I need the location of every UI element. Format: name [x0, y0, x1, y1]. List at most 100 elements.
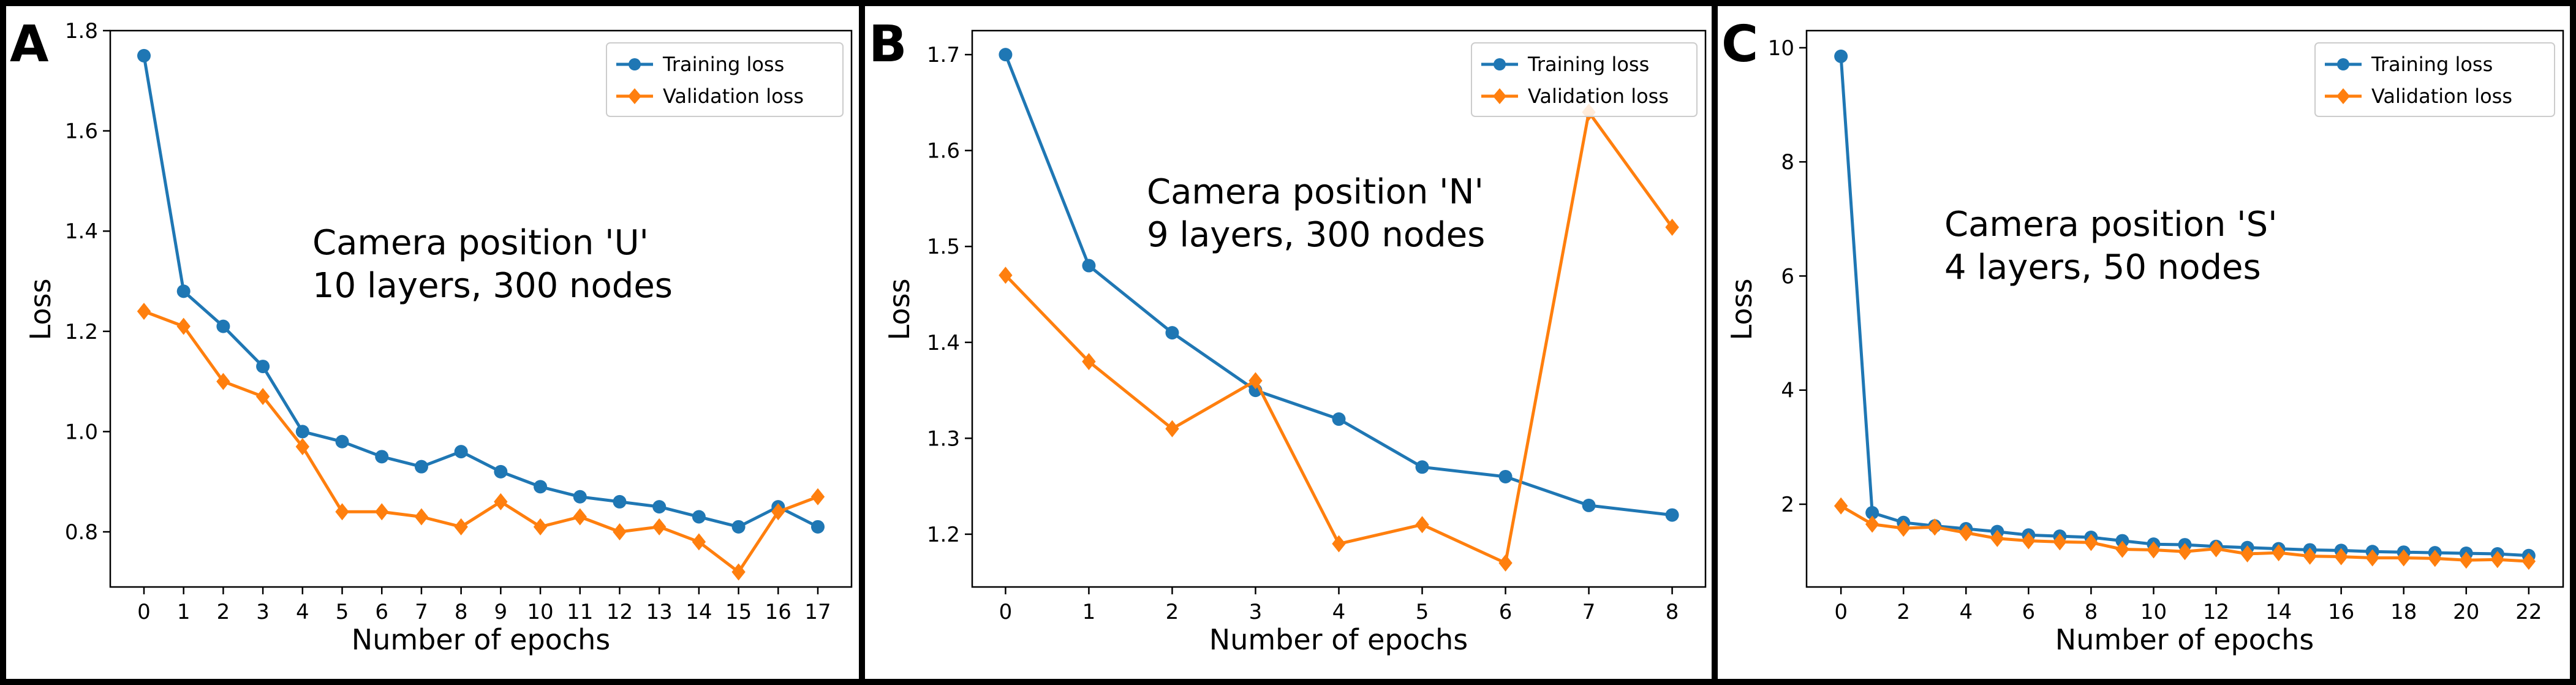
- x-tick-label: 9: [494, 600, 508, 624]
- validation-loss-point: [2272, 544, 2286, 562]
- training-loss-point: [1865, 505, 1879, 520]
- annotation-line: Camera position 'N': [1147, 172, 1484, 212]
- legend-entry: Validation loss: [1528, 85, 1669, 108]
- x-tick-label: 18: [2390, 600, 2417, 624]
- training-loss-point: [375, 450, 389, 464]
- training-loss-point: [652, 500, 667, 514]
- validation-loss-point: [1897, 520, 1911, 537]
- x-tick-label: 6: [1499, 600, 1513, 624]
- y-tick-label: 1.7: [927, 43, 960, 67]
- training-loss-point: [1165, 326, 1179, 340]
- validation-loss-point: [731, 563, 746, 581]
- y-axis-label: Loss: [883, 279, 916, 341]
- training-loss-point: [613, 494, 627, 509]
- x-tick-label: 3: [256, 600, 270, 624]
- x-tick-label: 22: [2515, 600, 2542, 624]
- validation-loss-point: [810, 488, 825, 505]
- legend-box: [2314, 42, 2555, 117]
- x-tick-label: 5: [1416, 600, 1429, 624]
- legend-swatch-marker: [1494, 58, 1506, 70]
- validation-loss-point: [2459, 551, 2473, 569]
- training-loss-point: [692, 510, 706, 524]
- x-tick-label: 0: [137, 600, 151, 624]
- validation-loss-point: [1248, 372, 1263, 390]
- validation-loss-point: [2084, 534, 2098, 551]
- x-tick-label: 0: [999, 600, 1013, 624]
- training-loss-point: [454, 445, 468, 459]
- x-axis-label: Number of epochs: [1209, 623, 1468, 656]
- series-line-validation: [143, 309, 818, 573]
- training-loss-point: [1498, 469, 1513, 483]
- x-tick-label: 3: [1249, 600, 1263, 624]
- validation-loss-point: [2053, 533, 2067, 551]
- y-axis-label: Loss: [24, 279, 57, 341]
- y-tick-label: 10: [1768, 36, 1794, 61]
- legend-swatch-marker: [628, 88, 641, 104]
- x-tick-label: 11: [567, 600, 593, 624]
- legend-swatch-marker: [2336, 88, 2350, 104]
- panel-a: 0 1 2 3 4 5 6 7 8 9 10 11 12 13 14 15 16 17 0.8 1.0 1.2 1.4 1.…: [0, 0, 865, 685]
- training-loss-point: [176, 284, 191, 298]
- training-loss-point: [494, 464, 508, 479]
- annotation-line: 4 layers, 50 nodes: [1944, 248, 2261, 287]
- panel-letter: B: [869, 15, 907, 74]
- legend-entry: Validation loss: [2371, 85, 2512, 108]
- validation-loss-point: [1332, 535, 1346, 553]
- x-tick-label: 1: [1082, 600, 1096, 624]
- training-loss-point: [573, 490, 587, 504]
- y-tick-label: 1.2: [65, 320, 98, 344]
- training-loss-point: [256, 360, 270, 374]
- training-loss-point: [295, 425, 309, 439]
- validation-loss-point: [176, 317, 191, 335]
- annotation-line: Camera position 'S': [1944, 205, 2278, 244]
- y-tick-label: 1.5: [927, 235, 960, 259]
- validation-loss-point: [1928, 518, 1942, 536]
- legend-entry: Training loss: [662, 53, 784, 76]
- x-tick-label: 2: [217, 600, 230, 624]
- legend-entry: Training loss: [1527, 53, 1649, 76]
- training-loss-point: [1665, 508, 1679, 522]
- training-loss-point: [1834, 49, 1848, 63]
- y-tick-label: 1.3: [927, 426, 960, 451]
- legend-swatch-marker: [629, 58, 641, 70]
- training-loss-point: [999, 48, 1013, 62]
- panel-letter: A: [10, 15, 49, 74]
- validation-loss-point: [2022, 532, 2036, 550]
- training-loss-point: [137, 48, 151, 62]
- annotation-line: 10 layers, 300 nodes: [312, 266, 673, 306]
- y-tick-label: 1.4: [65, 219, 98, 244]
- validation-loss-point: [533, 518, 548, 536]
- x-tick-label: 14: [686, 600, 712, 624]
- y-tick-label: 1.6: [927, 139, 960, 164]
- x-tick-label: 8: [1666, 600, 1679, 624]
- training-loss-point: [534, 480, 548, 494]
- x-tick-label: 17: [804, 600, 831, 624]
- validation-loss-point: [2397, 549, 2411, 567]
- validation-loss-point: [1498, 554, 1513, 572]
- x-tick-label: 12: [606, 600, 633, 624]
- panel-c: 0 2 4 6 8 10 12 14 16 18 20 22 2 4 6 8 10 Number of epoch…: [1712, 0, 2576, 685]
- training-loss-point: [1332, 412, 1346, 426]
- x-tick-label: 6: [375, 600, 388, 624]
- y-tick-label: 1.0: [65, 420, 98, 444]
- legend-box: [1471, 42, 1698, 117]
- training-loss-point: [216, 319, 230, 333]
- x-tick-label: 12: [2203, 600, 2229, 624]
- series-line-training: [1839, 56, 2529, 558]
- x-tick-label: 4: [296, 600, 309, 624]
- validation-loss-point: [255, 388, 270, 406]
- annotation-line: 9 layers, 300 nodes: [1147, 215, 1485, 255]
- validation-loss-point: [2209, 540, 2223, 558]
- x-tick-label: 8: [2085, 600, 2098, 624]
- training-loss-point: [1082, 259, 1096, 273]
- validation-loss-point: [1990, 529, 2004, 547]
- x-tick-label: 13: [646, 600, 673, 624]
- y-tick-label: 1.8: [65, 19, 98, 44]
- x-tick-label: 16: [2328, 600, 2354, 624]
- training-loss-point: [731, 520, 746, 534]
- x-tick-label: 14: [2265, 600, 2292, 624]
- x-tick-label: 7: [1582, 600, 1596, 624]
- validation-loss-point: [335, 503, 349, 521]
- validation-loss-point: [1665, 218, 1679, 236]
- training-loss-point: [414, 460, 428, 474]
